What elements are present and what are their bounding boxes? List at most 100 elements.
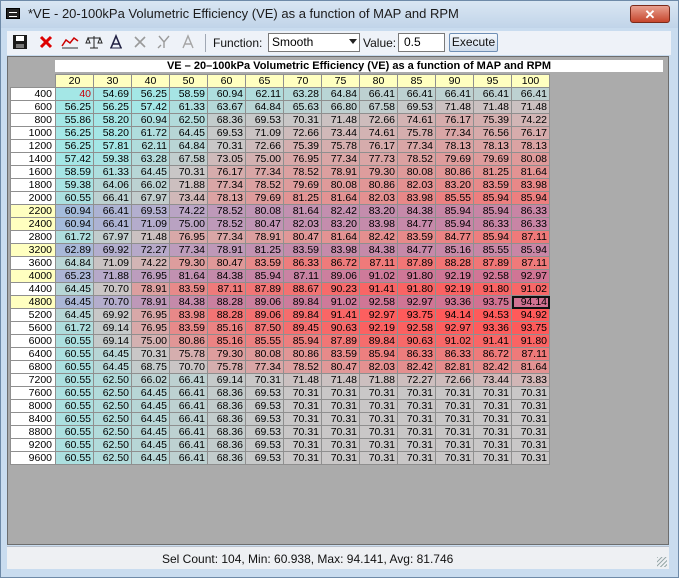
- ve-cell[interactable]: 71.48: [283, 373, 322, 387]
- ve-cell[interactable]: 70.31: [283, 425, 322, 439]
- ve-cell[interactable]: 81.64: [321, 230, 360, 244]
- ve-cell[interactable]: 82.42: [321, 204, 360, 218]
- ve-cell[interactable]: 57.42: [55, 152, 94, 166]
- ve-cell[interactable]: 92.19: [435, 282, 474, 296]
- ve-cell[interactable]: 83.59: [321, 347, 360, 361]
- ve-cell[interactable]: 76.17: [359, 139, 398, 153]
- ve-cell[interactable]: 66.41: [169, 386, 208, 400]
- ve-cell[interactable]: 60.55: [55, 438, 94, 452]
- ve-cell[interactable]: 78.13: [473, 139, 512, 153]
- ve-cell[interactable]: 64.84: [321, 87, 360, 101]
- ve-cell[interactable]: 94.92: [511, 308, 550, 322]
- ve-cell[interactable]: 80.08: [511, 152, 550, 166]
- row-header[interactable]: 2000: [10, 191, 56, 205]
- ve-cell[interactable]: 62.50: [93, 438, 132, 452]
- ve-cell[interactable]: 81.64: [169, 269, 208, 283]
- ve-cell[interactable]: 74.22: [131, 256, 170, 270]
- ve-cell[interactable]: 72.66: [435, 373, 474, 387]
- ve-cell[interactable]: 64.84: [169, 139, 208, 153]
- ve-cell[interactable]: 40: [55, 87, 94, 101]
- ve-cell[interactable]: 60.55: [55, 347, 94, 361]
- row-header[interactable]: 1000: [10, 126, 56, 140]
- ve-cell[interactable]: 76.95: [169, 230, 208, 244]
- column-header[interactable]: 90: [435, 74, 474, 88]
- ve-cell[interactable]: 66.41: [169, 399, 208, 413]
- ve-cell[interactable]: 83.98: [321, 243, 360, 257]
- ve-cell[interactable]: 62.11: [131, 139, 170, 153]
- ve-cell[interactable]: 66.41: [511, 87, 550, 101]
- ve-cell[interactable]: 70.31: [359, 399, 398, 413]
- ve-cell[interactable]: 70.31: [359, 412, 398, 426]
- ve-cell[interactable]: 84.38: [207, 269, 246, 283]
- ve-cell[interactable]: 91.02: [321, 295, 360, 309]
- ve-cell[interactable]: 70.31: [359, 386, 398, 400]
- ve-cell[interactable]: 78.52: [283, 165, 322, 179]
- ve-cell[interactable]: 62.50: [93, 399, 132, 413]
- ve-cell[interactable]: 85.55: [473, 243, 512, 257]
- ve-cell[interactable]: 60.94: [55, 217, 94, 231]
- ve-cell[interactable]: 87.11: [511, 230, 550, 244]
- ve-cell[interactable]: 70.31: [511, 386, 550, 400]
- ve-cell[interactable]: 69.14: [93, 321, 132, 335]
- ve-cell[interactable]: 71.48: [131, 230, 170, 244]
- ve-cell[interactable]: 67.58: [169, 152, 208, 166]
- ve-cell[interactable]: 71.48: [473, 100, 512, 114]
- ve-cell[interactable]: 86.33: [397, 347, 436, 361]
- ve-cell[interactable]: 70.31: [283, 451, 322, 465]
- ve-cell[interactable]: 70.31: [321, 438, 360, 452]
- ve-cell[interactable]: 70.31: [435, 451, 474, 465]
- ve-cell[interactable]: 70.31: [397, 399, 436, 413]
- ve-cell[interactable]: 93.75: [473, 295, 512, 309]
- ve-cell[interactable]: 92.19: [359, 321, 398, 335]
- ve-cell[interactable]: 83.20: [359, 204, 398, 218]
- row-header[interactable]: 800: [10, 113, 56, 127]
- ve-cell[interactable]: 66.41: [93, 204, 132, 218]
- ve-cell[interactable]: 60.55: [55, 412, 94, 426]
- row-header[interactable]: 1800: [10, 178, 56, 192]
- ve-cell[interactable]: 70.31: [511, 438, 550, 452]
- ve-cell[interactable]: 66.41: [435, 87, 474, 101]
- ve-cell[interactable]: 70.31: [473, 451, 512, 465]
- ve-cell[interactable]: 68.36: [207, 451, 246, 465]
- ve-cell[interactable]: 93.36: [435, 295, 474, 309]
- ve-cell[interactable]: 82.42: [359, 230, 398, 244]
- ve-cell[interactable]: 76.95: [131, 308, 170, 322]
- ve-cell[interactable]: 56.25: [93, 100, 132, 114]
- ve-cell[interactable]: 92.58: [473, 269, 512, 283]
- ve-cell[interactable]: 83.98: [397, 191, 436, 205]
- ve-cell[interactable]: 60.55: [55, 373, 94, 387]
- ve-cell[interactable]: 75.00: [131, 334, 170, 348]
- ve-cell[interactable]: 92.97: [435, 321, 474, 335]
- ve-cell[interactable]: 66.41: [473, 87, 512, 101]
- ve-cell[interactable]: 77.34: [245, 360, 284, 374]
- ve-cell[interactable]: 71.48: [435, 100, 474, 114]
- ve-cell[interactable]: 90.23: [321, 282, 360, 296]
- ve-cell[interactable]: 56.25: [55, 100, 94, 114]
- ve-cell[interactable]: 76.95: [283, 152, 322, 166]
- ve-cell[interactable]: 75.78: [397, 126, 436, 140]
- ve-cell[interactable]: 70.31: [473, 425, 512, 439]
- graph-icon[interactable]: [61, 34, 79, 52]
- ve-cell[interactable]: 85.94: [473, 191, 512, 205]
- ve-cell[interactable]: 70.31: [283, 399, 322, 413]
- ve-cell[interactable]: 91.41: [473, 334, 512, 348]
- ve-cell[interactable]: 84.38: [359, 243, 398, 257]
- ve-cell[interactable]: 85.94: [359, 347, 398, 361]
- ve-cell[interactable]: 80.86: [283, 347, 322, 361]
- ve-cell[interactable]: 60.55: [55, 451, 94, 465]
- close-button[interactable]: ✕: [630, 5, 670, 23]
- ve-cell[interactable]: 86.72: [321, 256, 360, 270]
- ve-cell[interactable]: 70.31: [283, 386, 322, 400]
- ve-cell[interactable]: 88.28: [207, 295, 246, 309]
- ve-cell[interactable]: 89.06: [245, 308, 284, 322]
- ve-cell[interactable]: 64.06: [93, 178, 132, 192]
- ve-cell[interactable]: 90.63: [321, 321, 360, 335]
- ve-cell[interactable]: 68.36: [207, 399, 246, 413]
- ve-cell[interactable]: 83.59: [169, 321, 208, 335]
- row-header[interactable]: 2200: [10, 204, 56, 218]
- ve-cell[interactable]: 87.50: [245, 321, 284, 335]
- ve-cell[interactable]: 75.39: [283, 139, 322, 153]
- ve-cell[interactable]: 87.11: [511, 256, 550, 270]
- ve-cell[interactable]: 89.06: [245, 295, 284, 309]
- ve-cell[interactable]: 71.88: [169, 178, 208, 192]
